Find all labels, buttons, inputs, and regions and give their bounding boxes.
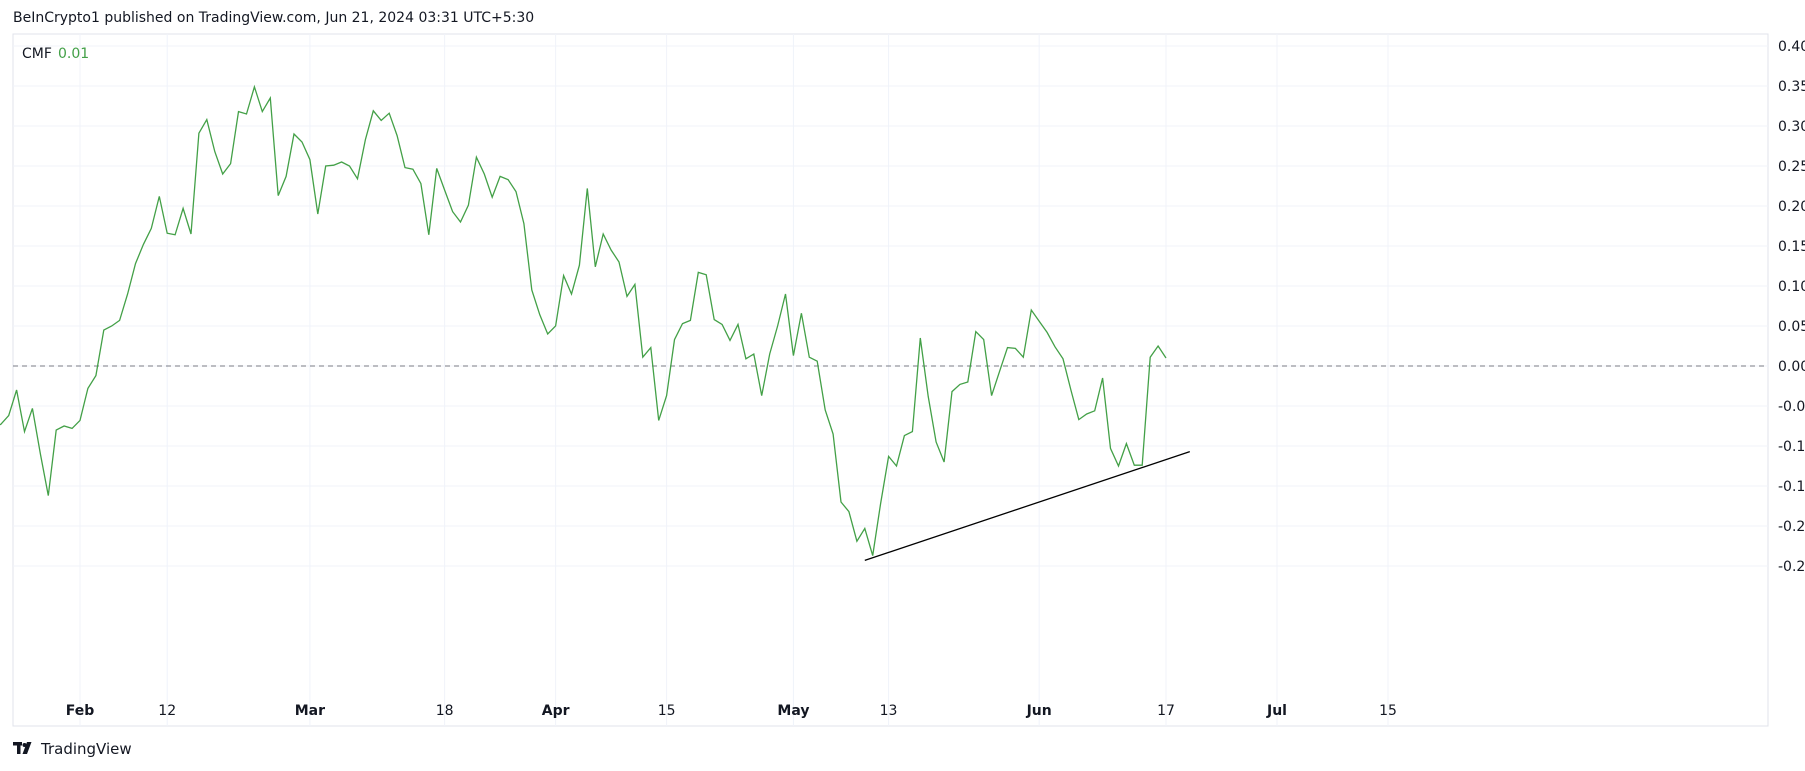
y-tick-label: -0.10 bbox=[1778, 439, 1805, 455]
x-tick-label: 13 bbox=[880, 703, 898, 719]
x-axis: Feb 12 Mar 18 Apr 15 May 13 Jun 17 Jul 15 bbox=[66, 703, 1397, 719]
x-tick-label: Feb bbox=[66, 703, 95, 719]
footer-brand-text: TradingView bbox=[41, 740, 132, 758]
y-tick-label: 0.00 bbox=[1778, 359, 1805, 375]
plot-area-border bbox=[12, 33, 1769, 727]
y-tick-label: -0.05 bbox=[1778, 399, 1805, 415]
x-tick-label: May bbox=[777, 703, 809, 719]
y-tick-label: -0.20 bbox=[1778, 519, 1805, 535]
y-tick-label: 0.35 bbox=[1778, 79, 1805, 95]
y-tick-label: 0.25 bbox=[1778, 159, 1805, 175]
y-tick-label: 0.40 bbox=[1778, 39, 1805, 55]
tradingview-logo-icon bbox=[13, 742, 32, 754]
x-tick-label: 12 bbox=[158, 703, 176, 719]
y-tick-label: -0.15 bbox=[1778, 479, 1805, 495]
footer: TradingView bbox=[13, 740, 132, 758]
x-tick-label: Jun bbox=[1026, 703, 1052, 719]
x-tick-label: 17 bbox=[1157, 703, 1175, 719]
y-tick-label: 0.05 bbox=[1778, 319, 1805, 335]
y-tick-label: -0.25 bbox=[1778, 559, 1805, 575]
grid bbox=[13, 34, 1768, 726]
x-tick-label: Mar bbox=[295, 703, 325, 719]
support-trendline bbox=[864, 450, 1191, 562]
x-tick-label: Apr bbox=[542, 703, 570, 719]
x-tick-label: Jul bbox=[1266, 703, 1287, 719]
cmf-series-line bbox=[0, 84, 1167, 556]
cmf-chart: 0.40 0.35 0.30 0.25 0.20 0.15 0.10 0.05 0.00 -0.0… bbox=[0, 33, 1805, 727]
y-tick-label: 0.10 bbox=[1778, 279, 1805, 295]
x-tick-label: 15 bbox=[1379, 703, 1397, 719]
y-axis: 0.40 0.35 0.30 0.25 0.20 0.15 0.10 0.05 0.00 -0.0… bbox=[1778, 39, 1805, 575]
legend-name: CMF bbox=[22, 46, 52, 62]
y-tick-label: 0.15 bbox=[1778, 239, 1805, 255]
legend-value: 0.01 bbox=[58, 46, 89, 62]
x-tick-label: 18 bbox=[436, 703, 454, 719]
publish-header: BeInCrypto1 published on TradingView.com… bbox=[13, 10, 535, 26]
x-tick-label: 15 bbox=[658, 703, 676, 719]
y-tick-label: 0.30 bbox=[1778, 119, 1805, 135]
y-tick-label: 0.20 bbox=[1778, 199, 1805, 215]
